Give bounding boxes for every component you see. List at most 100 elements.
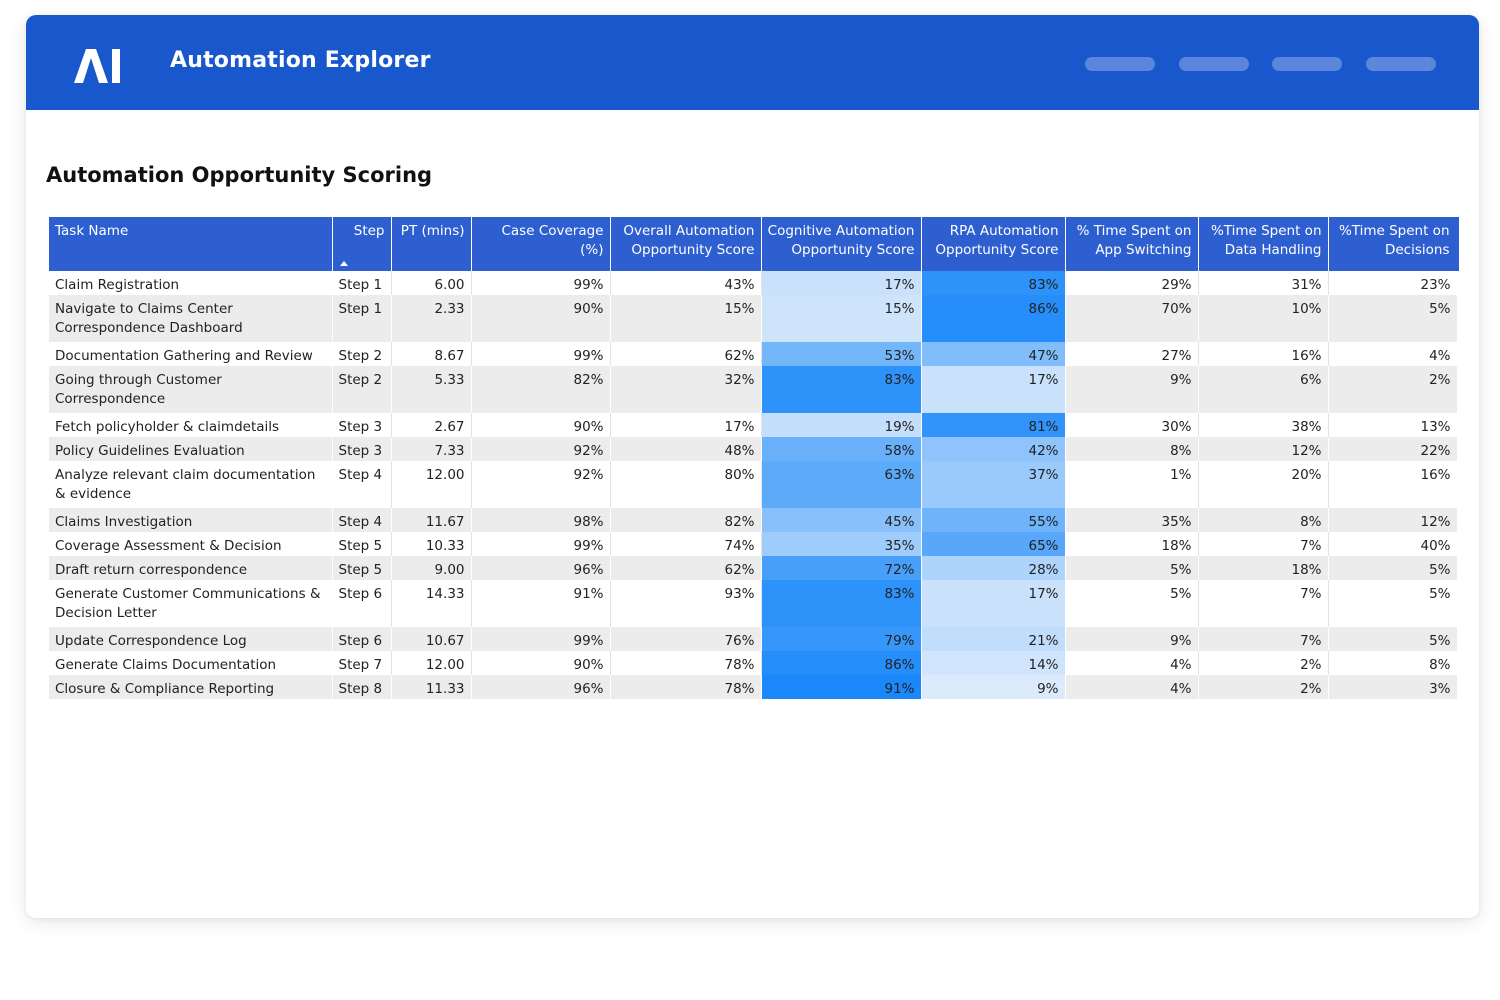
- cell-app-switching: 18%: [1065, 532, 1199, 556]
- cell-case-coverage: 90%: [471, 413, 611, 437]
- cell-app-switching: 29%: [1065, 271, 1199, 295]
- cell-data-handling: 31%: [1198, 271, 1329, 295]
- cell-rpa-score: 86%: [921, 295, 1066, 342]
- table-row[interactable]: Analyze relevant claim documentation & e…: [49, 461, 1458, 508]
- column-header-app-switching[interactable]: % Time Spent on App Switching: [1065, 217, 1199, 271]
- cell-step: Step 1: [332, 295, 392, 342]
- cell-cognitive-score: 79%: [761, 627, 922, 651]
- cell-decisions: 40%: [1328, 532, 1458, 556]
- cell-data-handling: 8%: [1198, 508, 1329, 532]
- cell-overall-score: 78%: [610, 651, 762, 675]
- cell-task-name: Claim Registration: [49, 271, 333, 295]
- report-card: Automation Explorer Automation Opportuni…: [26, 15, 1479, 918]
- cell-data-handling: 12%: [1198, 437, 1329, 461]
- cell-rpa-score: 65%: [921, 532, 1066, 556]
- cell-rpa-score: 9%: [921, 675, 1066, 699]
- cell-pt: 9.00: [391, 556, 472, 580]
- cell-pt: 5.33: [391, 366, 472, 413]
- nav-item-3[interactable]: [1272, 57, 1342, 71]
- table-row[interactable]: Generate Customer Communications & Decis…: [49, 580, 1458, 627]
- nav-item-4[interactable]: [1366, 57, 1436, 71]
- cell-cognitive-score: 63%: [761, 461, 922, 508]
- column-header-pt[interactable]: PT (mins): [391, 217, 472, 271]
- cell-case-coverage: 90%: [471, 651, 611, 675]
- cell-cognitive-score: 53%: [761, 342, 922, 366]
- cell-overall-score: 17%: [610, 413, 762, 437]
- table-row[interactable]: Generate Claims Documentation Step 7 12.…: [49, 651, 1458, 675]
- table-row[interactable]: Draft return correspondence Step 5 9.00 …: [49, 556, 1458, 580]
- cell-app-switching: 35%: [1065, 508, 1199, 532]
- column-header-decisions[interactable]: %Time Spent on Decisions: [1328, 217, 1459, 271]
- table-row[interactable]: Policy Guidelines Evaluation Step 3 7.33…: [49, 437, 1458, 461]
- cell-app-switching: 30%: [1065, 413, 1199, 437]
- cell-pt: 2.67: [391, 413, 472, 437]
- cell-case-coverage: 99%: [471, 271, 611, 295]
- cell-task-name: Draft return correspondence: [49, 556, 333, 580]
- nav-item-2[interactable]: [1179, 57, 1249, 71]
- cell-task-name: Generate Customer Communications & Decis…: [49, 580, 333, 627]
- column-header-rpa-score[interactable]: RPA Automation Opportunity Score: [921, 217, 1066, 271]
- table-row[interactable]: Claim Registration Step 1 6.00 99% 43% 1…: [49, 271, 1458, 295]
- nav-item-1[interactable]: [1085, 57, 1155, 71]
- cell-task-name: Update Correspondence Log: [49, 627, 333, 651]
- logo-icon: [74, 49, 120, 83]
- cell-pt: 12.00: [391, 461, 472, 508]
- table-row[interactable]: Going through Customer Correspondence St…: [49, 366, 1458, 413]
- cell-app-switching: 9%: [1065, 627, 1199, 651]
- column-header-case-coverage[interactable]: Case Coverage (%): [471, 217, 611, 271]
- cell-task-name: Analyze relevant claim documentation & e…: [49, 461, 333, 508]
- cell-rpa-score: 83%: [921, 271, 1066, 295]
- cell-task-name: Coverage Assessment & Decision: [49, 532, 333, 556]
- cell-rpa-score: 17%: [921, 366, 1066, 413]
- column-header-step[interactable]: Step: [332, 217, 392, 271]
- cell-overall-score: 80%: [610, 461, 762, 508]
- table-body: Claim Registration Step 1 6.00 99% 43% 1…: [49, 271, 1458, 699]
- app-title: Automation Explorer: [170, 48, 431, 73]
- table-row[interactable]: Fetch policyholder & claimdetails Step 3…: [49, 413, 1458, 437]
- table-row[interactable]: Closure & Compliance Reporting Step 8 11…: [49, 675, 1458, 699]
- column-header-cognitive-score[interactable]: Cognitive Automation Opportunity Score: [761, 217, 922, 271]
- table-row[interactable]: Claims Investigation Step 4 11.67 98% 82…: [49, 508, 1458, 532]
- cell-rpa-score: 17%: [921, 580, 1066, 627]
- column-header-data-handling[interactable]: %Time Spent on Data Handling: [1198, 217, 1329, 271]
- cell-rpa-score: 55%: [921, 508, 1066, 532]
- cell-overall-score: 62%: [610, 342, 762, 366]
- cell-step: Step 3: [332, 437, 392, 461]
- table-row[interactable]: Update Correspondence Log Step 6 10.67 9…: [49, 627, 1458, 651]
- cell-app-switching: 4%: [1065, 675, 1199, 699]
- cell-step: Step 4: [332, 461, 392, 508]
- cell-cognitive-score: 45%: [761, 508, 922, 532]
- cell-decisions: 5%: [1328, 295, 1458, 342]
- cell-rpa-score: 21%: [921, 627, 1066, 651]
- cell-overall-score: 76%: [610, 627, 762, 651]
- cell-cognitive-score: 15%: [761, 295, 922, 342]
- cell-data-handling: 7%: [1198, 532, 1329, 556]
- table-row[interactable]: Documentation Gathering and Review Step …: [49, 342, 1458, 366]
- cell-data-handling: 10%: [1198, 295, 1329, 342]
- cell-data-handling: 7%: [1198, 580, 1329, 627]
- cell-step: Step 3: [332, 413, 392, 437]
- cell-rpa-score: 81%: [921, 413, 1066, 437]
- cell-overall-score: 43%: [610, 271, 762, 295]
- cell-rpa-score: 47%: [921, 342, 1066, 366]
- cell-step: Step 6: [332, 580, 392, 627]
- cell-data-handling: 2%: [1198, 651, 1329, 675]
- column-header-task-name[interactable]: Task Name: [49, 217, 333, 271]
- cell-pt: 7.33: [391, 437, 472, 461]
- cell-task-name: Documentation Gathering and Review: [49, 342, 333, 366]
- table-row[interactable]: Coverage Assessment & Decision Step 5 10…: [49, 532, 1458, 556]
- cell-task-name: Going through Customer Correspondence: [49, 366, 333, 413]
- column-header-overall-score[interactable]: Overall Automation Opportunity Score: [610, 217, 762, 271]
- cell-decisions: 3%: [1328, 675, 1458, 699]
- table-row[interactable]: Navigate to Claims Center Correspondence…: [49, 295, 1458, 342]
- cell-data-handling: 38%: [1198, 413, 1329, 437]
- cell-case-coverage: 99%: [471, 627, 611, 651]
- cell-task-name: Closure & Compliance Reporting: [49, 675, 333, 699]
- cell-decisions: 5%: [1328, 580, 1458, 627]
- cell-case-coverage: 92%: [471, 437, 611, 461]
- cell-overall-score: 32%: [610, 366, 762, 413]
- cell-decisions: 13%: [1328, 413, 1458, 437]
- cell-step: Step 7: [332, 651, 392, 675]
- cell-decisions: 4%: [1328, 342, 1458, 366]
- cell-case-coverage: 99%: [471, 532, 611, 556]
